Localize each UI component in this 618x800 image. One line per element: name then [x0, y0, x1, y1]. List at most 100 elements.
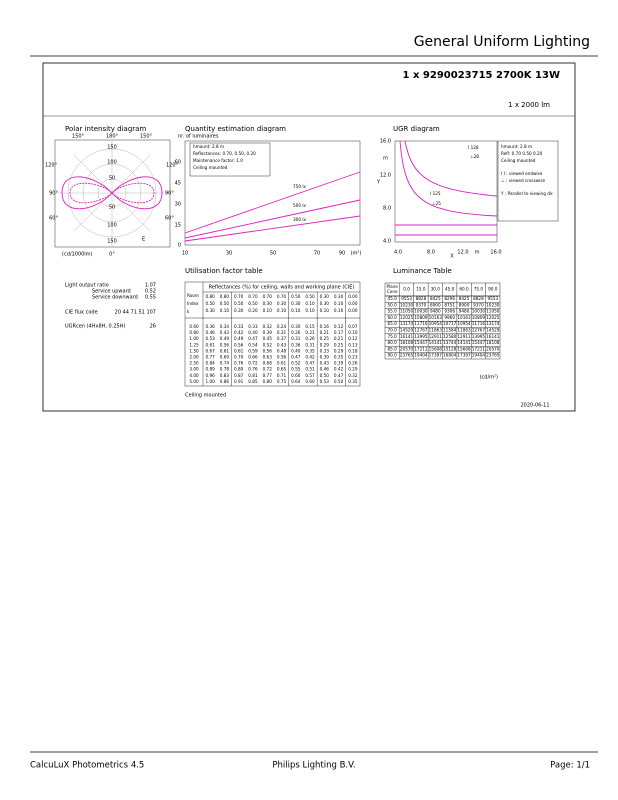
table-cell: 0.57: [305, 373, 315, 378]
x-axis-label: X: [450, 254, 454, 260]
table-cell: 0.49: [234, 336, 244, 341]
table-cell: 0.80: [234, 367, 244, 372]
table-cell: 0.26: [305, 336, 315, 341]
table-cell: 2.00: [189, 355, 199, 360]
table-cell: 0.10: [263, 308, 273, 313]
table-cell: 0.43: [220, 330, 230, 335]
table-cell: 0.77: [263, 373, 273, 378]
table-cell: 0.24: [277, 324, 287, 329]
table-cell: 0.30: [291, 301, 301, 306]
table-cell: 10030: [414, 309, 428, 314]
table-cell: 0.50: [291, 294, 301, 299]
table-cell: 8900: [430, 302, 441, 307]
polar-curve-c90: [69, 182, 155, 204]
table-cell: 19404: [472, 353, 486, 358]
table-cell: 0.56: [263, 348, 273, 353]
table-cell: 0.56: [220, 342, 230, 347]
polar-radial-label: 150: [107, 145, 117, 151]
table-cell: 0.61: [234, 348, 244, 353]
table-cell: 70.0: [388, 328, 398, 333]
table-cell: 14141: [457, 340, 471, 345]
table-cell: 1.50: [189, 348, 199, 353]
polar-angle-label: 120°: [166, 163, 179, 169]
table-cell: 0.50: [220, 301, 230, 306]
table-cell: 0.50: [305, 294, 315, 299]
x-tick-label: 90: [339, 251, 345, 257]
table-cell: 0.56: [277, 355, 287, 360]
table-cell: 3.00: [189, 367, 199, 372]
table-cell: 0.70: [234, 355, 244, 360]
table-cell: 0.33: [320, 348, 330, 353]
quantity-info-box: [189, 142, 271, 177]
photometric-value: 1.07: [145, 283, 156, 289]
table-cell: 13174: [400, 321, 414, 326]
table-cell: 0.69: [220, 355, 230, 360]
y-tick-label: 45: [175, 181, 181, 187]
table-cell: 0.10: [334, 301, 344, 306]
table-cell: 15447: [414, 340, 428, 345]
polar-angle-label: 0°: [109, 252, 115, 258]
table-cell: 0.67: [205, 348, 215, 353]
table-cell: 12911: [457, 334, 471, 339]
table-cell: 19404: [414, 353, 428, 358]
table-cell: 0.21: [305, 330, 315, 335]
section-title: UGR diagram: [393, 125, 440, 133]
y-axis-label: Y: [376, 180, 381, 186]
y-tick-label: 8.0: [383, 206, 391, 212]
table-cell: 0.47: [291, 355, 301, 360]
table-header: 90.0: [488, 287, 498, 292]
table-header: 75.0: [474, 287, 484, 292]
table-cell: 0.47: [305, 361, 315, 366]
table-cell: 0.21: [320, 330, 330, 335]
table-cell: 0.32: [263, 324, 273, 329]
table-cell: 0.61: [205, 342, 215, 347]
table-cell: 11584: [443, 328, 457, 333]
table-cell: 20570: [486, 346, 500, 351]
table-cell: 16804: [443, 353, 457, 358]
table-cell: 0.46: [320, 367, 330, 372]
table-cell: 0.30: [277, 301, 287, 306]
table-cell: 10954: [429, 321, 443, 326]
y-unit: m: [383, 156, 388, 162]
table-cell: 0.50: [334, 379, 344, 384]
info-line: Reflectances: 0.70, 0.50, 0.20: [193, 151, 256, 156]
table-header: k: [187, 309, 190, 314]
table-cell: 0.60: [291, 373, 301, 378]
table-cell: 0.50: [248, 301, 258, 306]
table-header: 45.0: [445, 287, 455, 292]
x-tick-label: 8.0: [427, 250, 435, 256]
table-cell: 0.10: [348, 330, 358, 335]
curve-label: I 128: [468, 145, 479, 150]
quantity-diagram: [184, 140, 361, 246]
table-cell: 13995: [472, 334, 486, 339]
table-cell: 0.50: [205, 301, 215, 306]
quantity-line: [184, 171, 361, 234]
table-cell: 0.60: [305, 379, 315, 384]
table-cell: 0.77: [205, 355, 215, 360]
table-cell: 15128: [443, 346, 457, 351]
table-cell: 0.29: [320, 342, 330, 347]
table-cell: 0.64: [291, 379, 301, 384]
table-cell: 16141: [486, 334, 500, 339]
table-cell: 23765: [486, 353, 500, 358]
x-tick-label: 70: [314, 251, 320, 257]
table-cell: 9553: [401, 296, 412, 301]
table-cell: 10163: [429, 315, 443, 320]
table-cell: 55.0: [388, 309, 398, 314]
footer-right: Page: 1/1: [550, 761, 590, 771]
table-cell: 14529: [486, 328, 500, 333]
table-cell: 8828: [416, 296, 427, 301]
table-cell: 0.36: [205, 324, 215, 329]
table-cell: 0.91: [234, 379, 244, 384]
x-unit: (m²): [351, 251, 362, 257]
table-cell: 0.20: [248, 308, 258, 313]
table-cell: 0.59: [248, 348, 258, 353]
table-cell: 0.40: [291, 348, 301, 353]
table-cell: 12767: [472, 328, 486, 333]
table-cell: 0.10: [291, 308, 301, 313]
table-cell: 0.42: [305, 355, 315, 360]
x-tick-label: 12.0: [457, 250, 468, 256]
table-cell: 10230: [400, 302, 414, 307]
table-cell: 0.51: [305, 367, 315, 372]
photometric-label: Service downward: [92, 295, 138, 301]
